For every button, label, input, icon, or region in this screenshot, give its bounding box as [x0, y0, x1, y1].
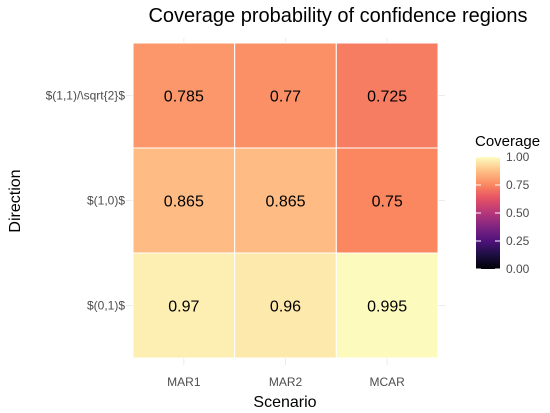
- heatmap-cell: [335, 147, 439, 254]
- y-tick-label: $(1,0)$: [87, 194, 125, 208]
- cell-value-label: 0.865: [265, 194, 305, 211]
- y-axis-ticks: $(1,1)/\sqrt{2}$ $(1,0)$ $(0,1)$: [46, 89, 126, 313]
- legend-tick-label: 0.75: [506, 178, 530, 192]
- y-tick-label: $(1,1)/\sqrt{2}$: [46, 89, 126, 103]
- cell-value-label: 0.77: [270, 89, 301, 106]
- heatmap-cell: [132, 252, 236, 359]
- legend-tick-label: 1.00: [506, 150, 530, 164]
- legend-title: Coverage: [475, 133, 540, 150]
- heatmap-cell: [335, 252, 439, 359]
- y-tick-label: $(0,1)$: [87, 299, 125, 313]
- x-tick-label: MCAR: [369, 375, 405, 389]
- x-tick-label: MAR1: [167, 375, 201, 389]
- x-axis-title: Scenario: [253, 394, 316, 411]
- cell-labels: 0.785 0.77 0.725 0.865 0.865 0.75 0.97 0.96 0.99…: [164, 89, 407, 316]
- heatmap-cell: [234, 252, 337, 359]
- legend: Coverage 0.00 0.25 0.50 0.75 1.00: [475, 133, 540, 276]
- heatmap-cell: [132, 147, 236, 254]
- cell-value-label: 0.725: [367, 89, 407, 106]
- chart-title: Coverage probability of confidence regio…: [148, 5, 527, 27]
- heatmap-cell: [234, 147, 337, 254]
- legend-tick-label: 0.00: [506, 262, 530, 276]
- cell-value-label: 0.865: [164, 194, 204, 211]
- legend-ticks: 0.00 0.25 0.50 0.75 1.00: [476, 150, 530, 276]
- x-tick-label: MAR2: [269, 375, 303, 389]
- cell-value-label: 0.75: [372, 194, 403, 211]
- legend-tick-label: 0.25: [506, 234, 530, 248]
- cell-value-label: 0.96: [270, 299, 301, 316]
- legend-tick-label: 0.50: [506, 206, 530, 220]
- heatmap-cell: [335, 42, 439, 149]
- heatmap-cells: [132, 42, 439, 359]
- cell-value-label: 0.97: [168, 299, 199, 316]
- cell-value-label: 0.785: [164, 89, 204, 106]
- y-axis-title: Direction: [7, 169, 24, 232]
- cell-value-label: 0.995: [367, 299, 407, 316]
- x-axis-ticks: MAR1 MAR2 MCAR: [167, 375, 405, 389]
